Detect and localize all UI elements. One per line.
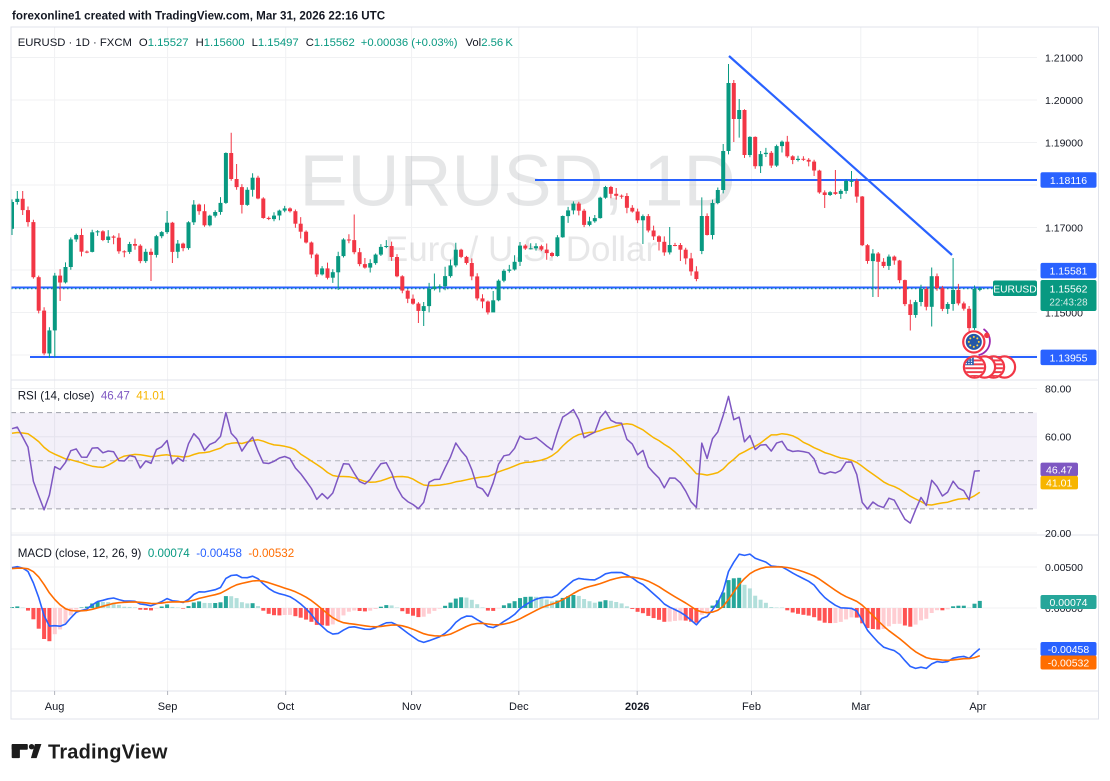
svg-text:1.19000: 1.19000: [1045, 138, 1083, 150]
svg-text:Oct: Oct: [277, 701, 294, 713]
svg-text:forexonline1 created with Trad: forexonline1 created with TradingView.co…: [12, 10, 386, 23]
svg-text:Apr: Apr: [969, 701, 986, 713]
svg-text:EURUSD, 1D: EURUSD, 1D: [299, 142, 735, 222]
svg-text:22:43:28: 22:43:28: [1049, 298, 1088, 309]
svg-text:20.00: 20.00: [1045, 528, 1071, 540]
svg-text:60.00: 60.00: [1045, 432, 1071, 444]
svg-text:MACD (close, 12, 26, 9) 0.000: MACD (close, 12, 26, 9) 0.00074 -0.00458…: [18, 547, 295, 560]
svg-text:RSI (14, close) 46.47 41.01: RSI (14, close) 46.47 41.01: [18, 390, 166, 403]
svg-text:41.01: 41.01: [1046, 478, 1072, 490]
svg-text:2026: 2026: [625, 701, 649, 713]
svg-text:1.20000: 1.20000: [1045, 95, 1083, 107]
svg-text:Sep: Sep: [158, 701, 178, 713]
svg-text:Nov: Nov: [402, 701, 422, 713]
svg-text:TradingView: TradingView: [48, 742, 168, 764]
svg-text:0.00500: 0.00500: [1045, 562, 1083, 574]
svg-text:1.13955: 1.13955: [1050, 352, 1088, 364]
svg-text:1.15581: 1.15581: [1050, 266, 1088, 278]
svg-text:Mar: Mar: [851, 701, 870, 713]
svg-text:EURUSD: EURUSD: [993, 285, 1036, 296]
svg-text:-0.00458: -0.00458: [1048, 644, 1090, 656]
svg-text:-0.00532: -0.00532: [1048, 658, 1090, 670]
svg-text:1.21000: 1.21000: [1045, 53, 1083, 65]
svg-text:Feb: Feb: [742, 701, 761, 713]
svg-text:1.18116: 1.18116: [1050, 175, 1087, 187]
svg-text:46.47: 46.47: [1046, 464, 1072, 476]
svg-text:Dec: Dec: [509, 701, 529, 713]
svg-text:0.00074: 0.00074: [1050, 597, 1088, 609]
svg-text:Aug: Aug: [45, 701, 65, 713]
svg-text:1.17000: 1.17000: [1045, 223, 1083, 235]
svg-text:1.15562: 1.15562: [1050, 284, 1088, 296]
svg-text:80.00: 80.00: [1045, 384, 1071, 396]
